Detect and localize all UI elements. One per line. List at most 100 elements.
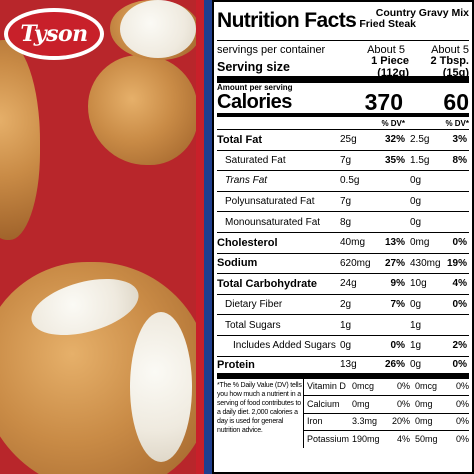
gravy-dv: 0% xyxy=(455,381,469,392)
steak-amount: 0mg xyxy=(352,398,370,409)
nutrient-row: Trans Fat 0.5g 0g xyxy=(217,171,469,192)
gravy-amount: 1g xyxy=(410,319,422,331)
gravy-amount: 1.5g xyxy=(410,154,430,166)
amount-per-serving: Amount per serving xyxy=(217,83,293,92)
nutrient-row: Dietary Fiber 2g 7% 0g 0% xyxy=(217,295,469,316)
vitamin-name: Potassium xyxy=(307,433,350,444)
nutrient-name: Total Sugars xyxy=(225,319,281,331)
gravy-dv: 0% xyxy=(452,359,467,371)
gravy-amount: 0g xyxy=(410,196,422,208)
label-header: Nutrition Facts Country Fried Steak Grav… xyxy=(217,2,469,41)
nutrient-name: Total Fat xyxy=(217,133,263,146)
serving-size-gravy: 2 Tbsp. (15g) xyxy=(430,55,469,79)
nutrient-row: Total Fat 25g 32% 2.5g 3% xyxy=(217,130,469,151)
steak-amount: 8g xyxy=(340,216,352,228)
gravy-dv: 0% xyxy=(455,398,469,409)
steak-amount: 0.5g xyxy=(340,175,360,187)
nutrient-row: Cholesterol 40mg 13% 0mg 0% xyxy=(217,233,469,254)
vitamins-table: Vitamin D 0mcg 0% 0mcg 0% Calcium 0mg 0%… xyxy=(303,378,469,448)
label-footer: *The % Daily Value (DV) tells you how mu… xyxy=(217,378,469,448)
gravy-amount: 430mg xyxy=(410,257,441,269)
gravy-image xyxy=(120,0,196,58)
steak-amount: 3.3mg xyxy=(352,416,378,427)
steak-image xyxy=(0,40,40,240)
gravy-dv: 2% xyxy=(452,340,467,352)
steak-dv: 20% xyxy=(391,416,410,427)
gravy-amount: 2.5g xyxy=(410,134,430,146)
nutrient-name: Sodium xyxy=(217,257,258,270)
servings-gravy: About 5 xyxy=(431,43,469,56)
steak-amount: 7g xyxy=(340,196,352,208)
steak-dv: 0% xyxy=(396,398,410,409)
calories-row: Calories 370 60 xyxy=(217,89,469,117)
red-stripe xyxy=(196,0,206,474)
steak-dv: 9% xyxy=(390,278,405,290)
column-header-steak: Country Fried Steak xyxy=(359,7,416,30)
steak-amount: 0mcg xyxy=(352,381,375,392)
steak-amount: 13g xyxy=(340,359,357,371)
tyson-logo: Tyson xyxy=(4,8,104,60)
dv-header-gravy: % DV* xyxy=(445,118,469,128)
gravy-dv: 19% xyxy=(446,257,467,269)
label-title: Nutrition Facts xyxy=(217,9,357,32)
calories-label: Calories xyxy=(217,91,292,113)
gravy-amount: 0g xyxy=(410,299,422,311)
gravy-amount: 0mg xyxy=(410,237,430,249)
steak-amount: 190mg xyxy=(352,433,380,444)
gravy-dv: 0% xyxy=(452,299,467,311)
gravy-amount: 0g xyxy=(410,216,422,228)
steak-dv: 32% xyxy=(384,134,405,146)
vitamin-row: Iron 3.3mg 20% 0mg 0% xyxy=(303,413,469,432)
steak-dv: 0% xyxy=(390,340,405,352)
nutrient-name: Protein xyxy=(217,358,255,371)
gravy-amount: 0g xyxy=(410,359,422,371)
gravy-amount: 1g xyxy=(410,340,422,352)
daily-value-footnote: *The % Daily Value (DV) tells you how mu… xyxy=(217,381,302,434)
nutrient-row: Protein 13g 26% 0g 0% xyxy=(217,357,469,379)
nutrient-row: Total Carbohydrate 24g 9% 10g 4% xyxy=(217,274,469,295)
serving-size-steak: 1 Piece (112g) xyxy=(371,55,409,79)
nutrient-name: Polyunsaturated Fat xyxy=(225,196,315,208)
gravy-dv: 8% xyxy=(452,154,467,166)
dv-header-row: % DV* % DV* xyxy=(217,117,469,130)
gravy-amount: 0g xyxy=(410,175,422,187)
nutrient-name: Monounsaturated Fat xyxy=(225,216,321,228)
nutrient-name: Total Carbohydrate xyxy=(217,277,318,290)
product-photo: Tyson xyxy=(0,0,196,474)
gravy-image xyxy=(130,312,192,462)
steak-dv: 26% xyxy=(384,359,405,371)
gravy-amount: 0mg xyxy=(415,398,433,409)
nutrient-row: Saturated Fat 7g 35% 1.5g 8% xyxy=(217,151,469,172)
steak-amount: 1g xyxy=(340,319,352,331)
vitamin-row: Calcium 0mg 0% 0mg 0% xyxy=(303,396,469,414)
steak-dv: 35% xyxy=(384,154,405,166)
gravy-amount: 0mcg xyxy=(415,381,438,392)
nutrition-facts-panel: Nutrition Facts Country Fried Steak Grav… xyxy=(212,0,474,474)
steak-amount: 7g xyxy=(340,154,352,166)
nutrient-row: Sodium 620mg 27% 430mg 19% xyxy=(217,254,469,275)
servings-steak: About 5 xyxy=(367,43,405,56)
steak-dv: 13% xyxy=(384,237,405,249)
gravy-dv: 0% xyxy=(452,237,467,249)
vitamin-row: Vitamin D 0mcg 0% 0mcg 0% xyxy=(303,378,469,397)
steak-dv: 27% xyxy=(384,257,405,269)
steak-dv: 0% xyxy=(396,381,410,392)
gravy-dv: 3% xyxy=(452,134,467,146)
nutrient-name: Trans Fat xyxy=(225,175,268,187)
calories-steak: 370 xyxy=(364,89,403,115)
nutrient-row: Includes Added Sugars 0g 0% 1g 2% xyxy=(217,336,469,357)
nutrient-name: Dietary Fiber xyxy=(225,299,283,311)
vitamin-row: Potassium 190mg 4% 50mg 0% xyxy=(303,431,469,448)
serving-size-row: Serving size 1 Piece (112g) 2 Tbsp. (15g… xyxy=(217,55,469,83)
steak-amount: 24g xyxy=(340,278,357,290)
steak-amount: 620mg xyxy=(340,257,371,269)
steak-amount: 2g xyxy=(340,299,352,311)
steak-dv: 4% xyxy=(396,433,410,444)
logo-text: Tyson xyxy=(8,12,100,56)
gravy-amount: 50mg xyxy=(415,433,438,444)
steak-amount: 40mg xyxy=(340,237,366,249)
vitamin-name: Calcium xyxy=(307,398,340,409)
gravy-dv: 0% xyxy=(455,416,469,427)
gravy-dv: 4% xyxy=(452,278,467,290)
nutrient-name: Saturated Fat xyxy=(225,154,286,166)
